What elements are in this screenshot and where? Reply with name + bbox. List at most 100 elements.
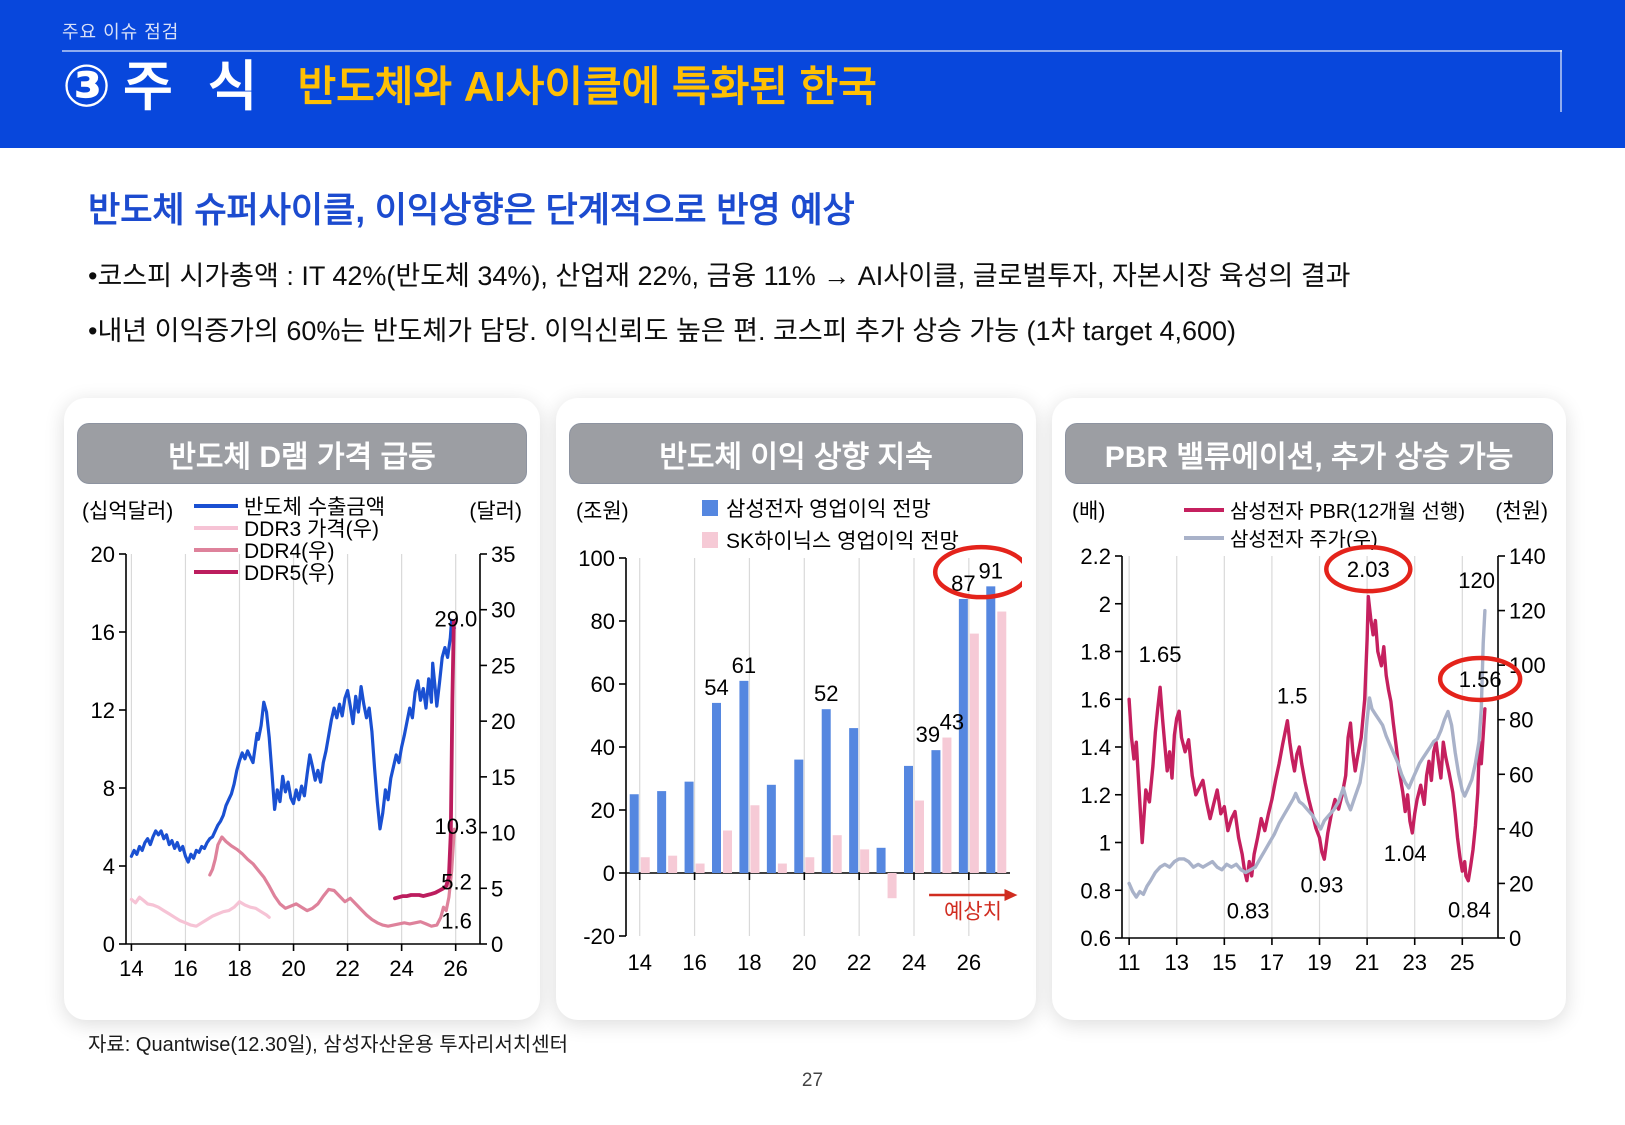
legend-label: DDR3 가격(우) (244, 518, 379, 541)
right-unit-label: (달러) (469, 500, 522, 523)
legend-label: DDR5(우) (244, 562, 334, 585)
bar (750, 805, 760, 873)
chart-title: 반도체 이익 상향 지속 (569, 423, 1023, 484)
data-label: 0.93 (1300, 872, 1343, 897)
bar (860, 849, 870, 873)
bar (821, 709, 831, 873)
lead-heading: 반도체 슈퍼사이클, 이익상향은 단계적으로 반영 예상 (88, 191, 855, 230)
bar (684, 781, 694, 873)
left-tick-label: 60 (591, 672, 615, 697)
bar (969, 633, 979, 873)
legend-swatch (702, 500, 718, 516)
data-label: 0.84 (1448, 897, 1491, 922)
data-label: 0.83 (1227, 899, 1270, 924)
bar (931, 750, 941, 873)
left-tick-label: 80 (591, 609, 615, 634)
header-rule-end (1560, 50, 1562, 112)
left-tick-label: 2.2 (1080, 544, 1111, 569)
x-tick-label: 20 (281, 956, 305, 981)
right-tick-label: 25 (491, 653, 515, 678)
left-unit-label: (배) (1072, 500, 1105, 523)
right-tick-label: 20 (491, 709, 515, 734)
header-rule (62, 50, 1562, 52)
x-tick-label: 14 (627, 950, 651, 975)
x-tick-label: 26 (957, 950, 981, 975)
highlight-ellipse (1437, 655, 1523, 703)
x-tick-label: 16 (682, 950, 706, 975)
left-tick-label: 1.4 (1080, 735, 1111, 760)
bar (887, 873, 897, 899)
right-tick-label: 0 (1509, 926, 1521, 951)
right-tick-label: 30 (491, 598, 515, 623)
left-tick-label: 2 (1099, 592, 1111, 617)
legend-label: SK하이닉스 영업이익 전망 (726, 530, 959, 553)
bar (629, 794, 639, 873)
left-tick-label: 20 (591, 798, 615, 823)
series-line (208, 827, 456, 928)
pbr-valuation-chart: 0.6 0.8 1 1.2 1.4 1.6 1.8 2 2.2 0 20 40 60 80 100 120 14… (1072, 500, 1548, 975)
legend-label: 삼성전자 영업이익 전망 (726, 498, 931, 521)
data-label: 2.03 (1347, 557, 1390, 582)
data-label: 10.3 (434, 814, 477, 839)
highlight-ellipse (1324, 544, 1413, 594)
bar (904, 765, 913, 873)
x-tick-label: 24 (389, 956, 413, 981)
bar (668, 855, 678, 873)
x-tick-label: 21 (1355, 950, 1379, 975)
bar (942, 737, 952, 873)
x-tick-label: 14 (119, 956, 143, 981)
bar (766, 784, 776, 873)
left-tick-label: 20 (91, 542, 115, 567)
bar (915, 800, 924, 873)
page-number: 27 (801, 1070, 824, 1091)
bar (876, 847, 886, 873)
data-label: 5.2 (441, 870, 472, 895)
card-profit-revision: 반도체 이익 상향 지속 -20 0 20 40 60 80 100 14 16 18 20 22 24… (556, 398, 1036, 1020)
right-unit-label: (천원) (1495, 500, 1548, 523)
source-note: 자료: Quantwise(12.30일), 삼성자산운용 투자리서치센터 (88, 1034, 569, 1056)
data-label: 120 (1458, 568, 1495, 593)
slide-title: 반도체와 AI사이클에 특화된 한국 (297, 63, 877, 110)
series-line (129, 895, 271, 928)
data-label: 1.56 (1459, 667, 1502, 692)
bar (657, 791, 667, 873)
right-tick-label: 10 (491, 821, 515, 846)
legend-label: 반도체 수출금액 (244, 496, 385, 519)
right-tick-label: 15 (491, 765, 515, 790)
card-pbr-valuation: PBR 밸류에이션, 추가 상승 가능 0.6 0.8 1 1.2 1.4 1.6 1.8 2… (1052, 398, 1566, 1020)
left-tick-label: 8 (103, 776, 115, 801)
x-tick-label: 20 (792, 950, 816, 975)
eyebrow-label: 주요 이슈 점검 (62, 22, 180, 42)
left-unit-label: (조원) (576, 500, 629, 523)
header-band: 주요 이슈 점검 ③ 주 식 반도체와 AI사이클에 특화된 한국 (0, 0, 1625, 148)
forecast-arrowhead-icon (1004, 889, 1018, 902)
bar (958, 598, 968, 873)
legend-label: 삼성전자 PBR(12개월 선행) (1230, 500, 1465, 523)
x-tick-label: 23 (1402, 950, 1426, 975)
x-tick-label: 15 (1212, 950, 1236, 975)
legend-swatch (702, 532, 718, 548)
left-unit-label: (십억달러) (82, 500, 173, 523)
data-label: 29.0 (434, 607, 477, 632)
series-line (1127, 608, 1487, 899)
x-tick-label: 18 (227, 956, 251, 981)
x-tick-label: 16 (173, 956, 197, 981)
left-tick-label: 0.6 (1080, 926, 1111, 951)
data-label: 1.04 (1384, 841, 1427, 866)
right-tick-label: 5 (491, 876, 503, 901)
dram-price-chart: 0 4 8 12 16 20 0 5 10 15 20 25 30 35 14 16 18 20 22 24 26 반도체… (82, 496, 522, 981)
left-tick-label: 0 (603, 861, 615, 886)
left-tick-label: 16 (91, 620, 115, 645)
bar (695, 863, 705, 873)
bar (777, 863, 787, 873)
bar (805, 857, 815, 873)
x-tick-label: 13 (1164, 950, 1188, 975)
x-tick-label: 19 (1307, 950, 1331, 975)
data-label: 1.65 (1139, 642, 1182, 667)
highlight-ellipse (932, 544, 1022, 600)
x-tick-label: 24 (902, 950, 926, 975)
bullet-list: •코스피 시가총액 : IT 42%(반도체 34%), 산업재 22%, 금융… (88, 260, 1568, 370)
header-title-row: ③ 주 식 반도체와 AI사이클에 특화된 한국 (62, 58, 877, 116)
left-tick-label: 1.8 (1080, 640, 1111, 665)
x-tick-label: 18 (737, 950, 761, 975)
